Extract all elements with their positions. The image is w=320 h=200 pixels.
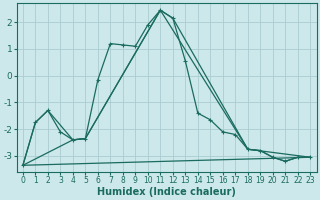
X-axis label: Humidex (Indice chaleur): Humidex (Indice chaleur) [97, 187, 236, 197]
